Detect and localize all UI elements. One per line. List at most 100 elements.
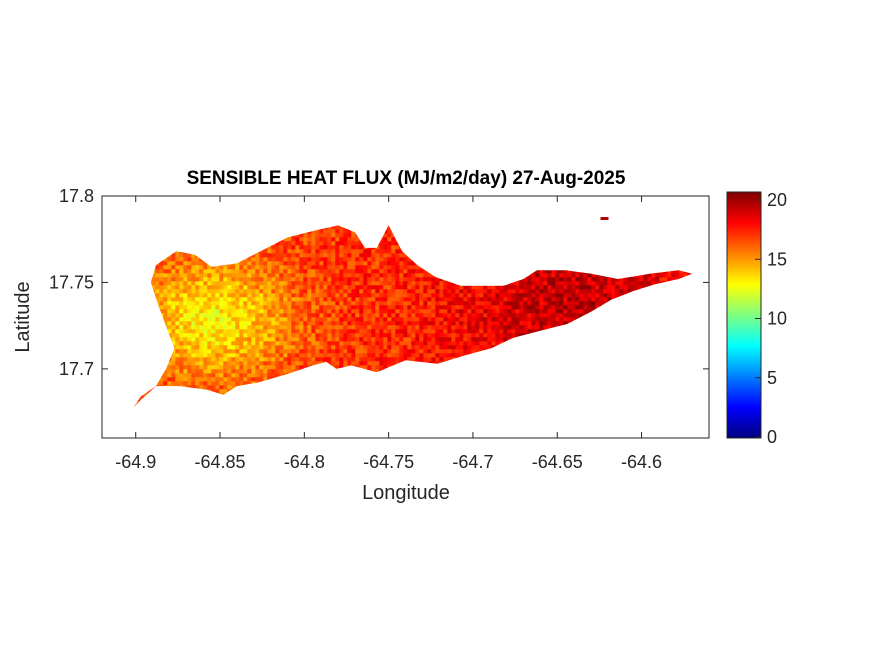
heat-cell (231, 309, 236, 314)
heat-cell (191, 325, 196, 330)
heat-cell (459, 333, 464, 338)
heat-cell (191, 261, 196, 266)
heat-cell (335, 337, 340, 342)
heat-cell (331, 317, 336, 322)
heat-cell (175, 253, 180, 258)
heat-cell (347, 261, 352, 266)
heat-cell (319, 261, 324, 266)
heat-cell (487, 289, 492, 294)
heat-cell (339, 313, 344, 318)
heat-cell (431, 289, 436, 294)
heat-cell (247, 285, 252, 290)
heat-cell (303, 277, 308, 282)
heat-cell (275, 273, 280, 278)
heat-cell (359, 273, 364, 278)
heat-cell (319, 313, 324, 318)
heat-cell (547, 269, 552, 274)
heat-cell (463, 305, 468, 310)
heat-cell (423, 345, 428, 350)
heat-cell (399, 289, 404, 294)
heat-cell (207, 321, 212, 326)
heat-cell (203, 297, 208, 302)
heat-cell (459, 297, 464, 302)
heat-cell (331, 285, 336, 290)
heat-cell (539, 285, 544, 290)
heat-cell (579, 277, 584, 282)
heat-cell (351, 337, 356, 342)
heat-cell (371, 253, 376, 258)
heat-cell (355, 277, 360, 282)
heat-cell (339, 261, 344, 266)
heat-cell (327, 241, 332, 246)
heat-cell (439, 309, 444, 314)
heat-cell (295, 273, 300, 278)
heat-cell (299, 297, 304, 302)
heat-cell (491, 325, 496, 330)
heat-cell (247, 333, 252, 338)
heat-cell (563, 305, 568, 310)
heat-cell (307, 233, 312, 238)
heat-cell (159, 293, 164, 298)
heat-cell (299, 253, 304, 258)
heat-cell (351, 349, 356, 354)
heat-cell (351, 245, 356, 250)
heat-cell (363, 333, 368, 338)
heat-cell (203, 265, 208, 270)
heat-cell (207, 285, 212, 290)
heat-cell (311, 289, 316, 294)
heat-cell (423, 281, 428, 286)
heat-cell (391, 233, 396, 238)
heat-cell (239, 297, 244, 302)
heat-cell (443, 305, 448, 310)
heat-cell (327, 281, 332, 286)
heat-cell (315, 317, 320, 322)
heat-cell (563, 269, 568, 274)
heat-cell (239, 285, 244, 290)
heat-cell (391, 253, 396, 258)
heat-cell (319, 273, 324, 278)
heat-cell (171, 329, 176, 334)
heat-cell (387, 305, 392, 310)
heat-cell (599, 289, 604, 294)
heat-cell (423, 325, 428, 330)
heat-cell (647, 273, 652, 278)
heat-cell (195, 325, 200, 330)
heat-cell (459, 313, 464, 318)
heat-cell (339, 305, 344, 310)
heat-cell (355, 273, 360, 278)
heat-cell (243, 329, 248, 334)
heat-cell (323, 261, 328, 266)
heat-cell (323, 309, 328, 314)
heat-cell (307, 245, 312, 250)
heat-cell (543, 325, 548, 330)
heat-cell (519, 281, 524, 286)
heat-cell (439, 329, 444, 334)
heat-cell (351, 321, 356, 326)
heat-cell (383, 261, 388, 266)
heat-cell (327, 297, 332, 302)
heat-cell (399, 333, 404, 338)
heat-cell (251, 349, 256, 354)
heat-cell (395, 273, 400, 278)
heat-cell (303, 253, 308, 258)
heat-cell (431, 281, 436, 286)
heat-cell (323, 273, 328, 278)
heat-cell (351, 317, 356, 322)
heat-cell (251, 297, 256, 302)
heat-cell (355, 237, 360, 242)
heat-cell (555, 317, 560, 322)
heat-cell (179, 269, 184, 274)
heat-cell (343, 241, 348, 246)
heat-cell (195, 313, 200, 318)
heat-cell (195, 269, 200, 274)
heat-cell (279, 249, 284, 254)
heat-cell (411, 281, 416, 286)
heat-cell (303, 293, 308, 298)
heat-cell (235, 349, 240, 354)
heat-cell (411, 325, 416, 330)
heat-cell (471, 297, 476, 302)
heat-cell (447, 349, 452, 354)
heat-cell (323, 281, 328, 286)
heat-cell (231, 265, 236, 270)
heat-cell (283, 261, 288, 266)
